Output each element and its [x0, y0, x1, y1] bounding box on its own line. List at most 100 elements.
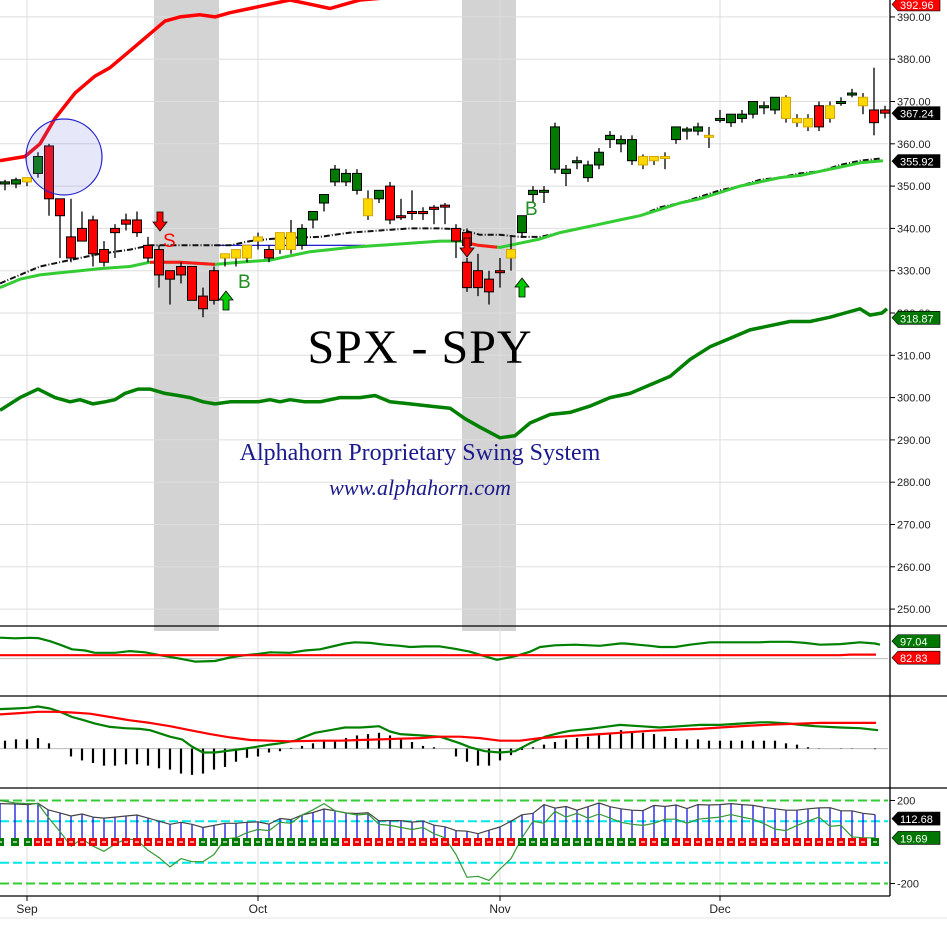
candle — [792, 114, 802, 127]
candle — [671, 126, 681, 144]
candle-body — [154, 249, 164, 276]
osc1-value-tag: 82.83 — [891, 650, 941, 665]
x-tick-label: Sep — [16, 902, 38, 916]
candle-body — [781, 96, 791, 119]
candle — [374, 189, 384, 204]
series-lower-band — [0, 307, 889, 440]
candle-body — [682, 128, 692, 132]
chart-title: SPX - SPY — [307, 321, 533, 374]
value-tag-text: 112.68 — [900, 814, 933, 826]
candle-body — [352, 172, 362, 191]
candle — [748, 101, 758, 119]
candle — [264, 245, 274, 263]
candle-body — [660, 156, 670, 159]
candle — [528, 186, 538, 204]
candle — [253, 232, 263, 250]
candle-body — [605, 134, 615, 141]
candle-body — [22, 177, 32, 183]
candle-body — [528, 189, 538, 196]
candle — [517, 215, 527, 237]
up-arrow-icon — [514, 277, 530, 298]
candle-body — [880, 109, 890, 114]
cycle-value-tag: 19.69 — [891, 831, 941, 845]
buy-signal: B — [514, 199, 538, 298]
candle — [407, 190, 417, 220]
candle — [737, 109, 747, 123]
shaded-region-tail — [154, 626, 219, 631]
candle-body — [110, 227, 120, 234]
candle-body — [825, 105, 835, 119]
candle — [759, 101, 769, 115]
candle-body — [649, 156, 659, 162]
signal-label: B — [525, 199, 538, 220]
candle — [561, 164, 571, 187]
candle-body — [0, 181, 10, 185]
candle — [352, 169, 362, 195]
candle-body — [803, 117, 813, 128]
candle — [396, 198, 406, 220]
candle-body — [737, 113, 747, 119]
signal-label: B — [238, 272, 251, 293]
candle — [0, 179, 10, 191]
candle-body — [748, 101, 758, 115]
cycle-green-line — [0, 799, 876, 882]
candle — [693, 122, 703, 136]
series-upper-band — [0, 0, 381, 163]
candle — [594, 148, 604, 170]
candle-body — [374, 189, 384, 200]
macd-green-line — [0, 705, 879, 754]
candle-body — [88, 219, 98, 255]
candle-body — [715, 117, 725, 121]
osc1-green-line — [0, 636, 881, 663]
candle — [77, 211, 87, 242]
osc1-value-tag: 97.04 — [891, 634, 941, 649]
candle-body — [814, 105, 824, 128]
candle-body — [693, 126, 703, 132]
y-tick-label: 300.00 — [897, 393, 931, 405]
candle — [836, 97, 846, 106]
y-tick-label: 200 — [897, 795, 915, 807]
candle-body — [638, 156, 648, 166]
candle-body — [550, 126, 560, 170]
value-tag-text: 367.24 — [900, 109, 934, 121]
candle-body — [616, 139, 626, 145]
candle — [495, 258, 505, 288]
candle — [847, 88, 857, 98]
candle-body — [506, 249, 516, 259]
down-arrow-icon — [152, 211, 168, 232]
value-tag-text: 318.87 — [900, 313, 934, 325]
candle-body — [539, 189, 549, 193]
candle — [605, 131, 615, 149]
candle — [649, 156, 659, 165]
candle — [143, 236, 153, 263]
candle-body — [99, 249, 109, 263]
candle-body — [484, 278, 494, 293]
candle — [110, 224, 120, 259]
candle — [187, 265, 197, 301]
candle-body — [165, 270, 175, 280]
candle — [572, 156, 582, 170]
candle-body — [176, 265, 186, 276]
candle — [473, 253, 483, 297]
candle-body — [429, 206, 439, 210]
value-tag-text: 19.69 — [900, 833, 928, 845]
candle — [550, 122, 560, 174]
candle — [275, 232, 285, 254]
value-tag-bg — [891, 154, 941, 168]
shaded-region-tail — [462, 626, 516, 631]
candle — [385, 181, 395, 225]
candle — [770, 96, 780, 115]
candle-body — [440, 204, 450, 208]
candle-body — [726, 113, 736, 124]
candle — [781, 95, 791, 123]
candle — [33, 152, 43, 178]
candle — [55, 198, 65, 259]
candle — [682, 126, 692, 140]
candle-body — [561, 168, 571, 174]
candle-body — [286, 232, 296, 251]
value-tag-bg — [891, 310, 941, 325]
candle-body — [66, 236, 76, 259]
y-tick-label: -200 — [897, 879, 919, 891]
y-tick-label: 330.00 — [897, 266, 931, 278]
y-tick-label: 370.00 — [897, 97, 931, 109]
